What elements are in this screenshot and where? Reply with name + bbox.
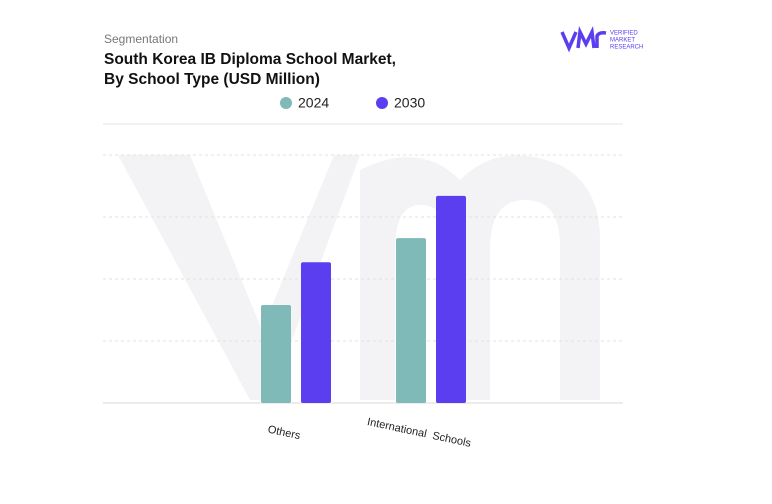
- legend-marker: [376, 97, 388, 109]
- logo: VERIFIED MARKET RESEARCH: [560, 26, 643, 53]
- bar: [301, 262, 331, 403]
- chart-title: South Korea IB Diploma School Market,: [104, 51, 396, 68]
- chart-title: By School Type (USD Million): [104, 71, 320, 88]
- legend-marker: [280, 97, 292, 109]
- legend-label: 2030: [394, 95, 425, 111]
- x-tick-label: International Schools: [366, 416, 472, 450]
- section-label: Segmentation: [104, 32, 178, 46]
- bar: [261, 305, 291, 403]
- watermark: [118, 155, 600, 400]
- bar: [436, 195, 466, 403]
- logo-text: MARKET: [610, 38, 635, 44]
- logo-text: VERIFIED: [610, 31, 638, 37]
- bar: [396, 238, 426, 403]
- logo-text: RESEARCH: [610, 45, 643, 51]
- logo-mark: [560, 26, 607, 53]
- x-tick-label: Others: [267, 424, 302, 443]
- legend-label: 2024: [298, 95, 329, 111]
